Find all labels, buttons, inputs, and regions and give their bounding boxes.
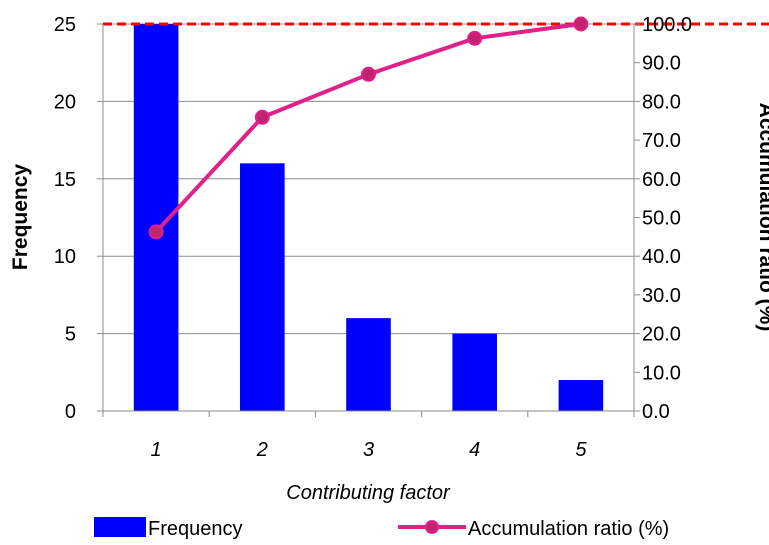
accumulation-point-5 [573,16,589,32]
right-tick-label-0: 0.0 [642,401,670,423]
y-axis-title: Frequency [9,164,32,271]
right-tick-label-6: 60.0 [642,169,681,191]
right-tick-label-10: 100.0 [642,14,692,36]
category-label-4: 4 [469,439,480,461]
right-tick-label-7: 70.0 [642,130,681,152]
accumulation-point-2 [254,109,270,125]
right-tick-label-2: 20.0 [642,324,681,346]
accumulation-line [154,22,582,234]
line-series [148,16,589,240]
right-tick-label-4: 40.0 [642,246,681,268]
left-axis-ticks: 0 5 10 15 20 25 [54,14,103,423]
left-tick-label-1: 5 [65,324,76,346]
bar-series [133,24,604,411]
legend-swatch-frequency [94,517,146,537]
y2-axis-title: Accumulation ratio (%) [755,103,769,332]
accumulation-point-1 [148,224,164,240]
bar-4 [452,333,498,411]
category-label-1: 1 [151,439,162,461]
right-tick-label-9: 90.0 [642,53,681,75]
bar-2 [239,163,285,411]
x-axis-title: Contributing factor [286,482,451,504]
legend-label-frequency: Frequency [148,518,243,540]
right-tick-label-5: 50.0 [642,208,681,230]
category-label-3: 3 [363,439,374,461]
left-tick-label-0: 0 [65,401,76,423]
category-labels: 1 2 3 4 5 [151,439,588,461]
left-tick-label-2: 10 [54,246,76,268]
bar-5 [558,380,604,411]
left-tick-label-3: 15 [54,169,76,191]
right-tick-label-8: 80.0 [642,91,681,113]
category-label-2: 2 [256,439,268,461]
legend: Frequency Accumulation ratio (%) [94,517,669,540]
legend-swatch-accumulation-marker [425,520,439,534]
left-tick-label-5: 25 [54,14,76,36]
right-tick-label-1: 10.0 [642,362,681,384]
accumulation-point-4 [467,30,483,46]
bar-3 [346,318,391,411]
accumulation-point-3 [361,66,376,82]
legend-label-accumulation: Accumulation ratio (%) [468,518,669,540]
right-axis-ticks: 0.0 10.0 20.0 30.0 40.0 50.0 60.0 70.0 80.0 90.0 1… [634,14,692,423]
left-tick-label-4: 20 [54,91,76,113]
right-tick-label-3: 30.0 [642,285,681,307]
category-label-5: 5 [575,439,587,461]
